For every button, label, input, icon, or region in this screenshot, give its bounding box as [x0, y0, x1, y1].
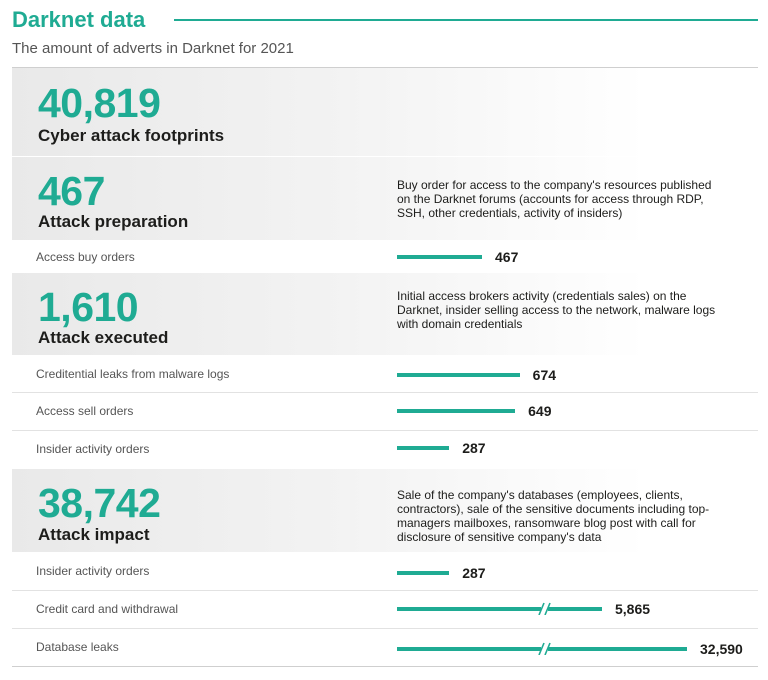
footprints-value: 40,819	[38, 80, 161, 126]
bottom-divider	[12, 666, 758, 667]
page-title: Darknet data	[12, 7, 146, 32]
executed-value: 1,610	[38, 284, 139, 330]
impact-label: Attack impact	[38, 525, 150, 544]
impact-band	[12, 469, 758, 552]
row-label: Database leaks	[36, 640, 119, 654]
impact-value: 38,742	[38, 480, 161, 526]
page-subtitle: The amount of adverts in Darknet for 202…	[12, 40, 294, 57]
bar-value-label: 287	[462, 440, 486, 456]
executed-description: Initial access brokers activity (credent…	[397, 289, 716, 331]
preparation-value: 467	[38, 168, 105, 214]
footprints-band	[12, 68, 758, 156]
row-label: Access sell orders	[36, 404, 134, 418]
top-divider	[12, 67, 758, 68]
bar-value-label: 467	[495, 249, 519, 265]
row-divider	[12, 430, 758, 431]
row-label: Creditential leaks from malware logs	[36, 367, 230, 381]
bar-value-label: 32,590	[700, 641, 743, 657]
title-rule	[174, 19, 758, 21]
row-divider	[12, 392, 758, 393]
bar	[397, 255, 482, 259]
row-label: Credit card and withdrawal	[36, 602, 179, 616]
bar	[397, 571, 450, 575]
preparation-label: Attack preparation	[38, 212, 189, 231]
axis-break-icon	[538, 642, 551, 655]
row-divider	[12, 590, 758, 591]
bar-value-label: 649	[528, 403, 552, 419]
bar-value-label: 5,865	[615, 601, 651, 617]
row-label: Insider activity orders	[36, 564, 150, 578]
bar-value-label: 674	[532, 367, 557, 383]
impact-description: Sale of the company's databases (employe…	[397, 488, 710, 544]
bar	[397, 607, 602, 611]
footprints-label: Cyber attack footprints	[38, 126, 225, 145]
bar-value-label: 287	[462, 565, 486, 581]
row-label: Insider activity orders	[36, 442, 150, 456]
preparation-description: Buy order for access to the company's re…	[397, 178, 712, 220]
row-divider	[12, 628, 758, 629]
bar	[397, 409, 516, 413]
axis-break-icon	[538, 602, 551, 615]
executed-band	[12, 273, 758, 355]
bar	[397, 373, 520, 377]
executed-label: Attack executed	[38, 328, 169, 347]
row-label: Access buy orders	[36, 250, 135, 264]
bar	[397, 446, 450, 450]
preparation-band	[12, 157, 758, 240]
